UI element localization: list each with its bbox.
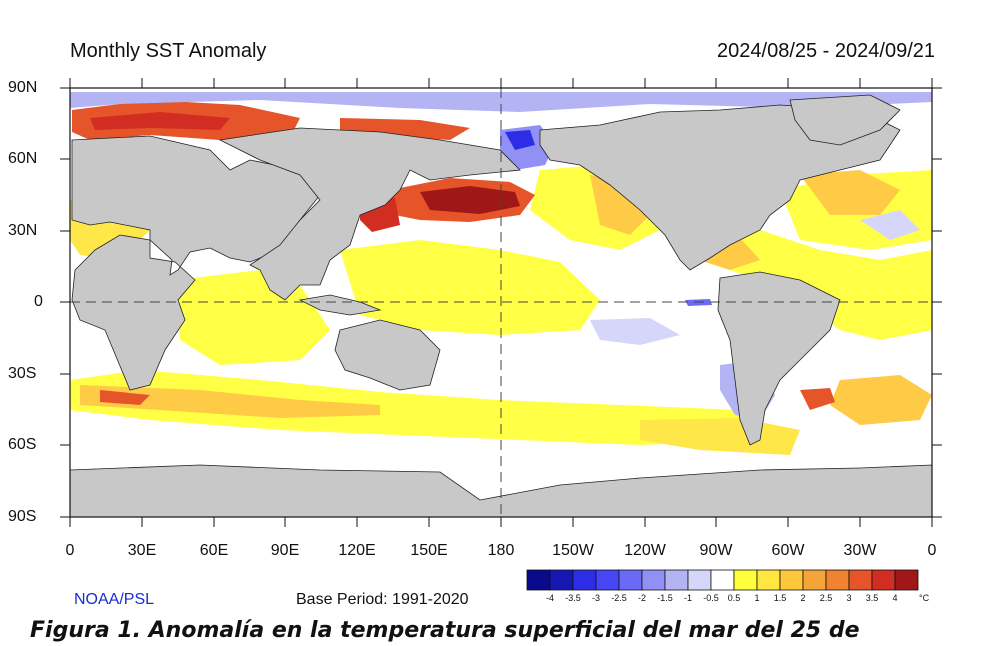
colorbar-swatch bbox=[618, 569, 643, 591]
lon-label-60w: 60W bbox=[771, 542, 805, 559]
land-asia bbox=[218, 127, 521, 301]
colorbar-swatch bbox=[894, 569, 919, 591]
lat-label-60n: 60N bbox=[8, 150, 38, 167]
colorbar-tick-label: 3 bbox=[846, 593, 852, 603]
lon-label-90e: 90E bbox=[270, 542, 300, 559]
latitude-ticks bbox=[60, 87, 942, 518]
lon-label-30e: 30E bbox=[127, 542, 157, 559]
cool-anomaly-fields bbox=[70, 92, 932, 420]
lat-label-90n: 90N bbox=[8, 79, 38, 96]
lon-label-30w: 30W bbox=[843, 542, 877, 559]
colorbar-tick-label: 1.5 bbox=[773, 593, 787, 603]
lon-label-120w: 120W bbox=[624, 542, 666, 559]
colorbar-tick-label: 4 bbox=[892, 593, 898, 603]
colorbar-swatch bbox=[802, 569, 827, 591]
colorbar-swatch bbox=[549, 569, 574, 591]
lat-label-30n: 30N bbox=[8, 222, 38, 239]
land-australia bbox=[334, 319, 441, 391]
colorbar-swatch bbox=[733, 569, 758, 591]
colorbar-swatch bbox=[664, 569, 689, 591]
land-antarctica bbox=[70, 464, 932, 517]
colorbar-swatch bbox=[526, 569, 551, 591]
colorbar-tick-label: 0.5 bbox=[727, 593, 741, 603]
map-period: 2024/08/25 - 2024/09/21 bbox=[717, 40, 935, 62]
colorbar-swatch bbox=[687, 569, 712, 591]
land-masses bbox=[70, 94, 932, 517]
colorbar-swatch bbox=[825, 569, 850, 591]
map-title: Monthly SST Anomaly bbox=[70, 40, 267, 62]
credit-text: NOAA/PSL bbox=[74, 591, 155, 608]
lat-label-equator: 0 bbox=[34, 293, 43, 310]
colorbar-swatch bbox=[871, 569, 896, 591]
colorbar-unit: °C bbox=[919, 593, 930, 603]
lat-label-90s: 90S bbox=[8, 508, 37, 525]
lat-label-60s: 60S bbox=[8, 436, 37, 453]
strong-warm-anomalies bbox=[72, 100, 835, 410]
land-south-america bbox=[717, 271, 841, 446]
colorbar-tick-label: -4 bbox=[545, 593, 554, 603]
lon-label-90w: 90W bbox=[699, 542, 733, 559]
lon-label-120e: 120E bbox=[338, 542, 376, 559]
colorbar bbox=[526, 569, 919, 591]
colorbar-tick-label: 2 bbox=[800, 593, 806, 603]
colorbar-swatch bbox=[572, 569, 597, 591]
colorbar-swatch bbox=[756, 569, 781, 591]
colorbar-tick-label: -0.5 bbox=[703, 593, 719, 603]
longitude-ticks bbox=[69, 78, 933, 527]
colorbar-tick-label: -1 bbox=[683, 593, 692, 603]
colorbar-tick-label: 3.5 bbox=[865, 593, 879, 603]
figure-caption: Figura 1. Anomalía en la temperatura sup… bbox=[30, 618, 860, 643]
colorbar-tick-label: 1 bbox=[754, 593, 760, 603]
land-indonesia bbox=[298, 294, 382, 316]
colorbar-tick-label: 2.5 bbox=[819, 593, 833, 603]
colorbar-tick-label: -2.5 bbox=[611, 593, 627, 603]
colorbar-tick-label: -2 bbox=[637, 593, 646, 603]
colorbar-swatch bbox=[848, 569, 873, 591]
map-area bbox=[70, 88, 932, 517]
colorbar-tick-label: -3 bbox=[591, 593, 600, 603]
colorbar-swatch bbox=[710, 569, 735, 591]
colorbar-swatch bbox=[779, 569, 804, 591]
colorbar-tick-label: -3.5 bbox=[565, 593, 581, 603]
lon-label-0: 0 bbox=[65, 542, 75, 559]
lon-label-60e: 60E bbox=[199, 542, 229, 559]
land-greenland bbox=[789, 94, 901, 146]
lon-label-0-east: 0 bbox=[927, 542, 937, 559]
base-period-text: Base Period: 1991-2020 bbox=[296, 591, 469, 608]
colorbar-swatch bbox=[641, 569, 666, 591]
land-north-america bbox=[539, 104, 901, 271]
lon-label-180: 180 bbox=[487, 542, 515, 559]
colorbar-tick-label: -1.5 bbox=[657, 593, 673, 603]
lat-label-30s: 30S bbox=[8, 365, 37, 382]
lon-label-150e: 150E bbox=[410, 542, 448, 559]
colorbar-swatch bbox=[595, 569, 620, 591]
lon-label-150w: 150W bbox=[552, 542, 594, 559]
